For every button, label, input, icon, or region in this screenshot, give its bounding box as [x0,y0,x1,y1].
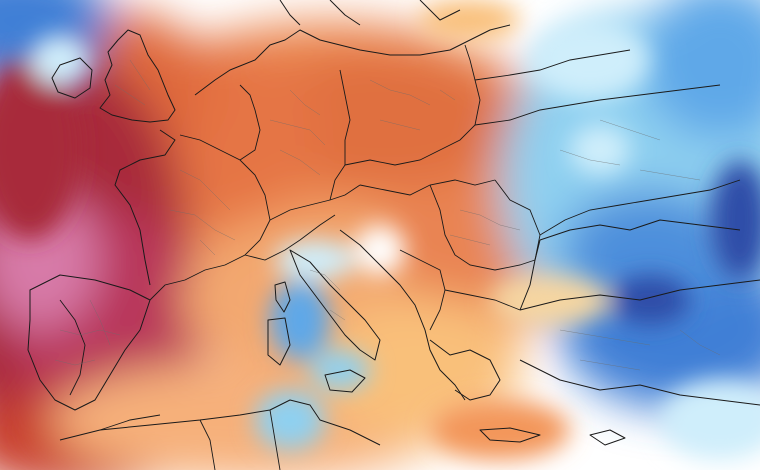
border-north-africa [99,409,281,470]
anomaly-detail [0,0,760,460]
coast-north-sea-baltic [194,24,511,96]
detail-sicily-cold [310,350,370,390]
border-belarus-ukraine [474,84,721,126]
border-romania-south [429,184,536,271]
detail-ireland-light [30,35,90,85]
border-bulgaria [444,289,521,311]
coast-crete [479,427,541,443]
border-romania-east [494,179,541,261]
border-france [149,134,271,301]
admin-italy [309,269,346,321]
border-baltic-states [474,49,631,81]
border-alps [244,214,336,261]
detail-deep-blue [610,275,690,325]
cold-northeast [640,0,760,140]
admin-france [169,169,236,256]
border-ukraine-south [539,179,741,236]
admin-ukraine [559,119,701,181]
admin-poland [369,79,456,131]
coast-great-britain [99,29,176,123]
admin-germany [269,89,326,176]
admin-spain [54,299,121,366]
detail-tunisia-cold [255,390,325,450]
coast-sicily [324,369,366,393]
country-borders [59,44,741,470]
border-germany-south [269,184,361,221]
coast-turkey-south [519,359,760,406]
admin-romania [449,209,521,246]
detail-cold-sardinia [270,280,330,360]
coast-black-sea-north [539,219,741,241]
detail-light-patch [570,125,630,175]
border-serbia [399,249,446,331]
cold-ukraine [560,190,740,310]
detail-baltic-light [530,20,650,100]
admin-turkey [559,329,721,371]
detail-levant-light [660,380,760,460]
border-germany-east [329,69,351,201]
border-benelux [239,84,261,161]
border-portugal [59,299,86,396]
coast-adriatic [339,229,466,401]
detail-tyrrhenian [275,240,355,280]
border-czech-slovakia [344,124,476,166]
coast-iberia [27,274,151,411]
coast-france [114,129,176,286]
detail-anatolia-west [490,275,610,325]
coast-ireland [51,57,93,99]
admin-borders [54,59,721,371]
detail-crete-warm [430,400,570,460]
detail-adriatic-white [355,225,405,275]
coast-black-sea-south [519,279,760,311]
detail-deep-blue-east [710,160,760,280]
detail-baltic-warm [420,0,520,40]
coast-greece [429,339,501,401]
detail-deep-red [0,60,80,240]
coast-black-sea-west [519,239,541,311]
admin-uk [114,59,151,106]
coast-cyprus [589,429,626,446]
coast-scandinavia [279,0,461,26]
coast-italy [289,249,381,361]
coast-sardinia [267,317,291,366]
coast-corsica [274,281,291,313]
